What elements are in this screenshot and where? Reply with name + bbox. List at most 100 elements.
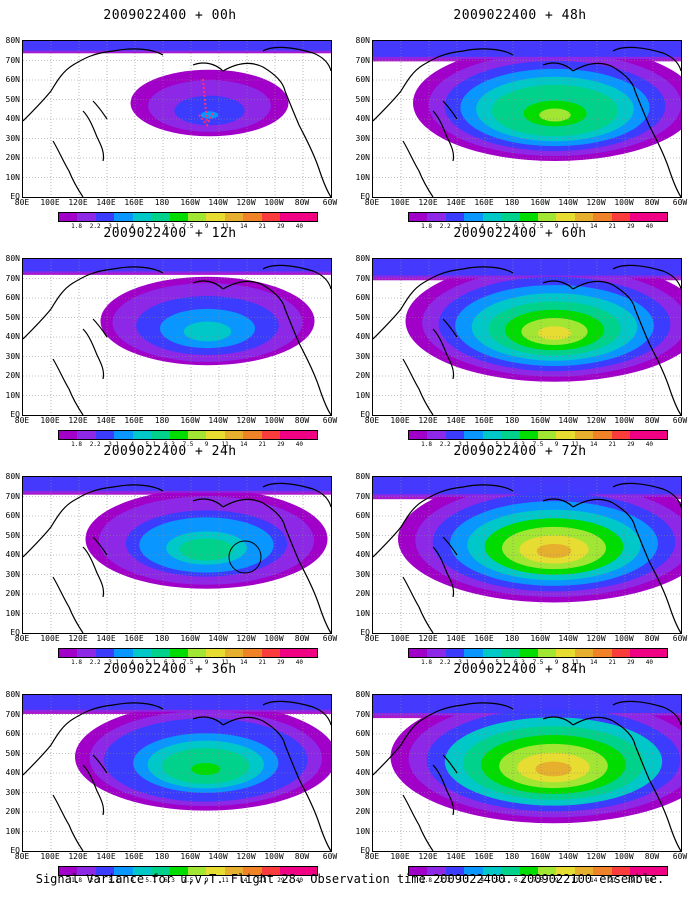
legend-swatch [298, 649, 317, 657]
legend-label: 7.5 [182, 223, 194, 230]
legend-swatch [445, 649, 465, 657]
latitude-label: EQ [10, 410, 20, 419]
coastline [402, 358, 434, 415]
latitude-label: 50N [5, 94, 20, 104]
legend-label: 7.5 [532, 659, 544, 666]
longitude-label: 160W [180, 198, 200, 207]
latitude-label: EQ [360, 846, 370, 855]
latitude-label: 80N [5, 690, 20, 699]
legend-label: 6.3 [514, 441, 525, 448]
legend-swatch [187, 431, 207, 439]
legend-label: 1.8 [71, 223, 82, 230]
legend-colorbar [58, 648, 318, 658]
coastline [612, 264, 681, 290]
legend-swatch [151, 213, 170, 221]
map-panel: 2009022400 + 72h 80N 70N 60N 50N 40N 30N 20N 10N… [350, 444, 690, 666]
legend-label: 1.8 [421, 223, 432, 230]
latitude-label: 40N [5, 332, 20, 341]
longitude-label: 140W [208, 416, 228, 425]
latitude-label: 20N [355, 589, 370, 598]
legend-swatch [224, 431, 244, 439]
color-legend: 1.8 2.2 3.1 4 5.1 6.3 7.5 9 11 14 21 29 40 [58, 648, 318, 666]
signal-contour [535, 761, 572, 777]
coastline [92, 536, 108, 556]
latitude-label: 50N [355, 530, 370, 540]
latitude-label: 40N [355, 550, 370, 559]
latitude-label: 40N [5, 114, 20, 123]
latitude-label: 30N [5, 133, 20, 143]
coastline [432, 328, 455, 380]
legend-swatch [409, 649, 428, 657]
longitude-label: 120W [236, 634, 256, 643]
longitude-label: 140E [446, 634, 466, 643]
coastline [222, 280, 331, 415]
legend-swatch [593, 867, 612, 875]
color-legend: 1.8 2.2 3.1 4 5.1 6.3 7.5 9 11 14 21 29 40 [408, 212, 668, 230]
latitude-label: 50N [5, 748, 20, 758]
legend-label: 4 [480, 223, 485, 230]
latitude-label: 60N [5, 729, 20, 738]
longitude-label: 100E [390, 416, 410, 425]
legend-swatch [427, 867, 446, 875]
legend-swatch [556, 431, 575, 439]
legend-label: 3.1 [458, 223, 470, 230]
coastline [612, 482, 681, 508]
legend-label: 21 [608, 223, 616, 230]
longitude-label: 160W [530, 198, 550, 207]
legend-label: 9 [204, 441, 209, 448]
latitude-label: EQ [10, 846, 20, 855]
legend-swatch [464, 213, 483, 221]
legend-label: 40 [295, 441, 304, 448]
legend-label: 4 [130, 877, 135, 884]
longitude-label: 140E [96, 198, 116, 207]
longitude-label: 140E [446, 416, 466, 425]
longitude-label: 120W [236, 852, 256, 861]
coastline [82, 546, 105, 598]
legend-label: 14 [240, 659, 248, 666]
coastline [82, 328, 105, 380]
legend-swatch [206, 649, 225, 657]
legend-swatch [611, 649, 631, 657]
coastline [23, 702, 164, 776]
legend-label: 21 [608, 659, 616, 666]
longitude-label: 120W [586, 198, 606, 207]
coastline [23, 48, 164, 122]
legend-label: 11 [221, 441, 229, 448]
latitude-label: 50N [355, 748, 370, 758]
legend-swatch [280, 867, 299, 875]
legend-swatch [187, 867, 207, 875]
legend-swatch [611, 213, 631, 221]
coastline [402, 140, 434, 197]
legend-swatch [501, 867, 520, 875]
longitude-label: 100E [40, 198, 60, 207]
longitude-label: 180 [504, 852, 520, 861]
longitude-label: 100E [40, 852, 60, 861]
legend-swatch [593, 213, 612, 221]
legend-label: 29 [277, 441, 285, 448]
legend-label: 1.8 [421, 441, 432, 448]
legend-label: 5.1 [495, 223, 507, 230]
legend-label: 11 [571, 223, 579, 230]
latitude-label: EQ [360, 192, 370, 201]
latitude-label: 60N [355, 293, 370, 302]
longitude-label: 160E [474, 416, 494, 425]
panel-title: 2009022400 + 24h [103, 444, 237, 459]
coastline [23, 484, 164, 558]
map-panel: 2009022400 + 84h 80N 70N 60N 50N 40N 30N 20N 10N… [350, 662, 690, 884]
latitude-label: 50N [5, 530, 20, 540]
longitude-label: 60W [672, 416, 688, 425]
longitude-label: 140W [208, 198, 228, 207]
legend-label: 1.8 [71, 441, 82, 448]
coastline [572, 498, 681, 633]
longitude-label: 140E [96, 416, 116, 425]
signal-contour [193, 545, 220, 557]
longitude-label: 60W [322, 852, 338, 861]
legend-label: 40 [645, 223, 654, 230]
legend-label: 29 [627, 877, 635, 884]
arctic-band [23, 259, 331, 272]
latitude-label: 70N [5, 709, 20, 719]
longitude-label: 100W [614, 198, 634, 207]
legend-swatch [482, 431, 502, 439]
legend-label: 14 [590, 877, 598, 884]
legend-label: 11 [221, 877, 229, 884]
